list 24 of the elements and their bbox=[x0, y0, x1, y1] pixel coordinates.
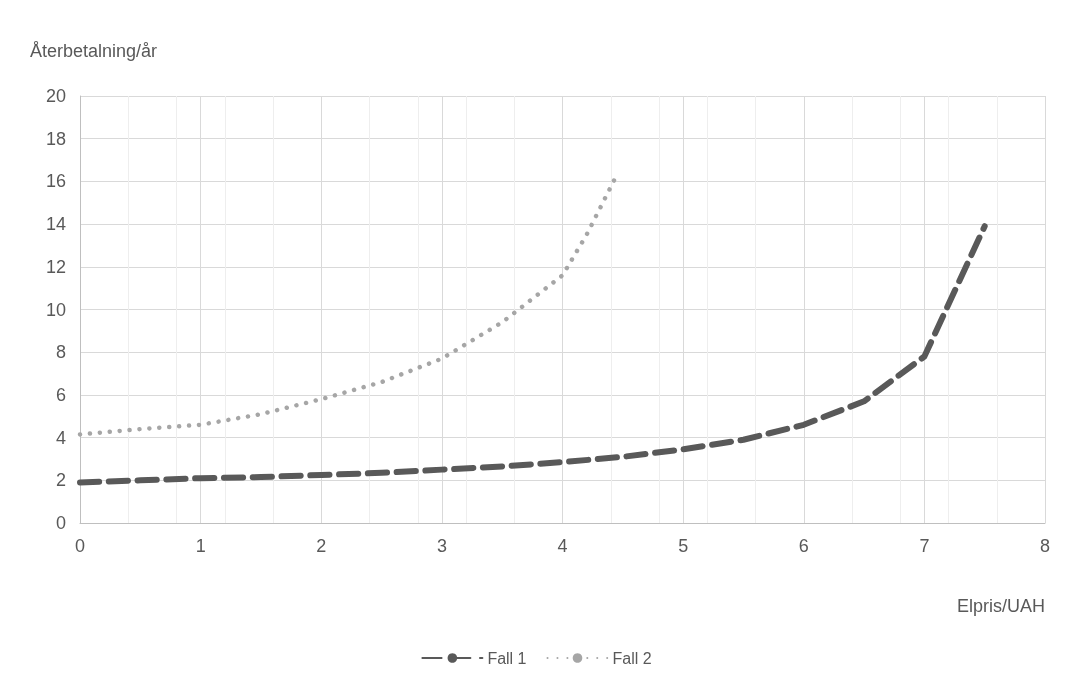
y-tick-label: 18 bbox=[45, 128, 66, 149]
y-tick-label: 12 bbox=[45, 256, 66, 277]
y-tick-label: 0 bbox=[55, 513, 66, 533]
x-tick-label: 4 bbox=[557, 536, 568, 556]
y-axis-title: Återbetalning/år bbox=[30, 41, 158, 61]
x-tick-label: 7 bbox=[919, 536, 930, 556]
y-tick-label: 8 bbox=[55, 342, 66, 363]
legend-label: Fall 1 bbox=[487, 649, 527, 667]
x-tick-label: 5 bbox=[678, 536, 689, 556]
y-tick-label: 6 bbox=[55, 384, 66, 405]
x-tick-label: 6 bbox=[798, 536, 809, 556]
y-tick-label: 14 bbox=[45, 214, 66, 235]
y-tick-label: 4 bbox=[55, 427, 66, 448]
y-tick-label: 10 bbox=[45, 299, 66, 320]
x-tick-label: 3 bbox=[436, 536, 447, 556]
x-tick-label: 8 bbox=[1039, 536, 1051, 556]
x-tick-label: 0 bbox=[74, 536, 86, 556]
y-tick-label: 20 bbox=[45, 86, 66, 106]
y-tick-label: 16 bbox=[45, 171, 66, 192]
x-tick-label: 1 bbox=[195, 536, 206, 556]
legend-label: Fall 2 bbox=[612, 649, 652, 667]
x-tick-label: 2 bbox=[316, 536, 327, 556]
x-axis-title: Elpris/UAH bbox=[956, 596, 1045, 616]
y-tick-label: 2 bbox=[55, 470, 66, 491]
